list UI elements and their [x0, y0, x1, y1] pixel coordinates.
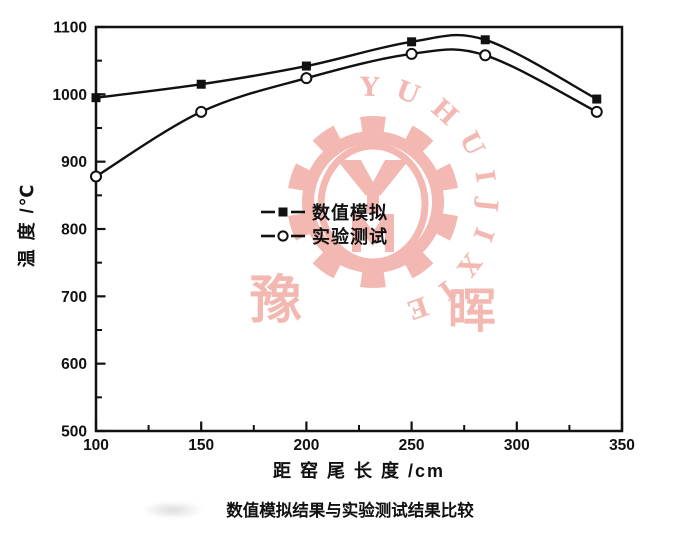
y-tick-label: 1100	[53, 20, 87, 37]
y-tick-label: 800	[61, 222, 87, 239]
y-tick-label: 500	[61, 424, 87, 441]
series-curve-0	[94, 33, 598, 101]
legend-label-experiment: 实验测试	[312, 227, 388, 247]
data-point-circle	[300, 72, 313, 85]
data-point-square	[196, 79, 206, 89]
monogram-y-stem	[367, 182, 379, 214]
data-point-circle	[195, 105, 208, 118]
y-tick-label: 900	[61, 154, 87, 171]
monogram-m	[352, 214, 394, 252]
monogram-y-left-arm	[337, 160, 374, 196]
y-tick-label: 600	[61, 356, 87, 373]
x-tick-label: 300	[504, 437, 530, 454]
y-axis-title: 温 度 /℃	[17, 182, 37, 268]
y-tick-label: 700	[61, 289, 87, 306]
data-point-square	[480, 35, 490, 45]
plot-area: 100 150 200 250 300 350 500 600 700 800 900 1000 110…	[53, 20, 635, 455]
legend: 数值模拟 实验测试	[260, 200, 388, 248]
figure-caption: 数值模拟结果与实验测试结果比较	[226, 502, 474, 520]
x-tick-label: 150	[188, 437, 214, 454]
data-point-circle	[590, 105, 603, 118]
legend-label-simulation: 数值模拟	[312, 203, 388, 223]
x-tick-label: 200	[293, 437, 319, 454]
data-point-square	[91, 93, 101, 103]
data-point-square	[407, 37, 417, 47]
watermark-char-left: 豫	[250, 272, 302, 330]
gear-icon	[288, 116, 458, 288]
scan-smudge	[142, 501, 204, 519]
x-tick-label: 250	[399, 437, 425, 454]
legend-item-experiment: 实验测试	[260, 224, 388, 248]
legend-marker-filled-square-icon	[261, 207, 305, 217]
x-tick-label: 350	[609, 437, 635, 454]
data-point-square	[301, 61, 311, 71]
watermark-char-right: 晖	[448, 285, 496, 338]
data-point-square	[592, 94, 602, 104]
monogram-y-right-arm	[372, 160, 409, 196]
data-point-circle	[90, 170, 102, 183]
emblem-ring	[317, 142, 429, 266]
series-curve-1	[94, 48, 598, 178]
data-point-circle	[405, 47, 418, 60]
legend-marker-open-circle-icon	[261, 230, 305, 242]
y-tick-label: 1000	[53, 87, 87, 104]
x-tick-label: 100	[83, 437, 109, 454]
plot-frame	[94, 25, 624, 433]
legend-item-simulation: 数值模拟	[260, 200, 388, 224]
data-point-circle	[479, 49, 492, 62]
x-axis-title: 距 窑 尾 长 度 /cm	[272, 461, 446, 481]
